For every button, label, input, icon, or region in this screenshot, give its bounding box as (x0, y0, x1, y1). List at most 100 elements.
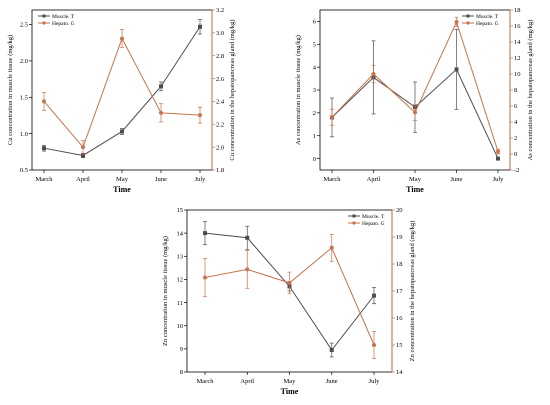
right-tick-label: 8 (514, 87, 517, 94)
left-tick-label: 2 (313, 110, 316, 117)
right-tick-label: 17 (396, 288, 403, 295)
legend-marker (352, 214, 356, 218)
left-tick-label: 1.0 (20, 131, 28, 138)
series-line (204, 246, 375, 346)
data-point (245, 235, 250, 240)
right-tick-label: 10 (514, 71, 521, 78)
data-point (496, 149, 500, 154)
y2-axis-title: Zn concentration in the hepatopancreas g… (409, 221, 416, 362)
legend-label: Hepato. G (476, 21, 499, 27)
x-tick-label: June (451, 176, 463, 183)
legend-marker (466, 21, 470, 25)
left-tick-label: 1 (313, 133, 316, 140)
right-tick-label: 2.4 (216, 99, 225, 106)
left-tick-label: 2.5 (20, 22, 28, 29)
data-point (120, 36, 124, 41)
right-tick-label: 3.0 (216, 30, 224, 37)
legend-label: Muscle. T (52, 14, 75, 20)
x-tick-label: July (493, 176, 505, 183)
legend-label: Hepato. G (362, 221, 385, 227)
x-tick-label: May (409, 176, 422, 183)
data-point (198, 24, 202, 29)
x-tick-label: April (367, 176, 381, 183)
data-point (329, 348, 334, 353)
data-point (159, 110, 163, 115)
data-point (42, 146, 46, 151)
data-point (372, 293, 376, 298)
x-tick-label: May (284, 378, 297, 385)
right-tick-label: 3.2 (216, 7, 224, 14)
data-point (198, 113, 202, 118)
right-tick-label: -2 (514, 167, 519, 174)
x-axis-title: Time (113, 185, 131, 194)
data-point (203, 275, 207, 280)
data-point (81, 153, 85, 158)
legend-label: Hepato. G (52, 21, 75, 27)
data-point (81, 145, 85, 150)
left-tick-label: 12 (177, 277, 184, 284)
right-tick-label: 1.8 (216, 167, 224, 174)
legend-marker (466, 14, 470, 18)
right-tick-label: 2 (514, 135, 517, 142)
left-tick-label: 14 (177, 230, 184, 237)
left-tick-label: 3 (313, 87, 316, 94)
x-tick-label: March (36, 176, 54, 183)
right-tick-label: 12 (514, 55, 521, 62)
right-tick-label: 14 (514, 39, 521, 46)
left-tick-label: 2.0 (20, 58, 28, 65)
right-tick-label: 2.8 (216, 53, 224, 60)
right-tick-label: 19 (396, 234, 403, 241)
right-tick-label: 15 (396, 342, 403, 349)
data-point (496, 156, 500, 161)
data-point (159, 84, 163, 89)
right-tick-label: 6 (514, 103, 518, 110)
left-tick-label: 10 (177, 323, 184, 330)
left-tick-label: 8 (180, 369, 183, 376)
chart-1: 0.5 1.0 1.5 2.0 2.5 1.8 2.0 2.2 2.4 2.6 2.8 3.0 3.2 M… (7, 7, 236, 194)
y-axis-title: Zn concentration in muscle tissue (mg/kg… (162, 236, 169, 346)
x-tick-label: March (324, 176, 342, 183)
left-tick-label: 11 (177, 300, 183, 307)
left-tick-label: 0.5 (20, 167, 28, 174)
data-point (329, 245, 334, 250)
legend-label: Muscle. T (362, 214, 385, 220)
right-tick-label: 20 (396, 207, 403, 214)
data-point (413, 110, 417, 115)
right-tick-label: 18 (514, 7, 521, 14)
y2-axis-title: Cu concentration in the hepatopancreas g… (229, 19, 236, 160)
right-tick-label: 4 (514, 119, 518, 126)
left-tick-label: 6 (313, 19, 317, 26)
x-tick-label: July (369, 378, 381, 385)
x-axis-title: Time (406, 185, 424, 194)
legend-label: Muscle. T (476, 14, 499, 20)
x-tick-label: April (76, 176, 90, 183)
data-point (454, 67, 459, 72)
x-tick-label: June (155, 176, 167, 183)
data-point (120, 129, 124, 134)
right-tick-label: 2.0 (216, 144, 224, 151)
x-axis-title: Time (281, 387, 299, 396)
left-tick-label: 15 (177, 207, 184, 214)
right-tick-label: 14 (396, 369, 403, 376)
right-tick-label: 16 (396, 315, 403, 322)
legend-marker (42, 14, 46, 18)
data-point (203, 231, 207, 236)
x-tick-label: April (240, 378, 254, 385)
data-point (330, 115, 334, 120)
chart-3: 8 9 10 11 12 13 14 15 14 15 16 17 18 19 20 March April Ma… (162, 207, 416, 396)
right-tick-label: 2.6 (216, 76, 225, 83)
right-tick-label: 16 (514, 23, 521, 30)
x-tick-label: May (116, 176, 129, 183)
x-tick-label: March (197, 378, 215, 385)
y-axis-title: As concentration in muscle tissue (mg/kg… (295, 35, 302, 145)
data-point (245, 267, 250, 272)
data-point (287, 280, 292, 285)
left-tick-label: 9 (180, 346, 183, 353)
x-tick-label: June (326, 378, 338, 385)
left-tick-label: 4 (313, 64, 317, 71)
data-point (42, 99, 46, 104)
